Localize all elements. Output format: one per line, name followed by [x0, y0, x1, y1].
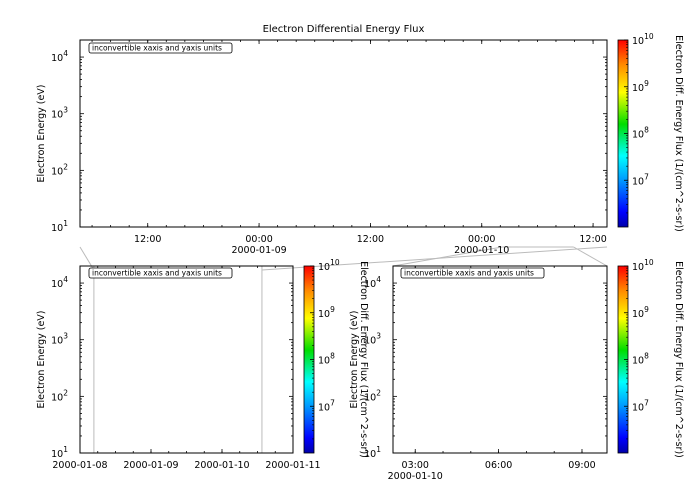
x-tick-label: 06:00 [485, 460, 512, 471]
y-tick-label: 104 [51, 49, 68, 64]
panel-bottom-left: 101 102 103 104 Electron Energy (eV) 2000-01-… [36, 258, 369, 471]
colorbar-tick-label: 107 [632, 398, 649, 413]
y-tick-label: 104 [51, 275, 68, 290]
y-tick-label: 103 [51, 332, 68, 347]
x-tick-date-label: 2000-01-09 [231, 245, 286, 256]
x-tick-label: 2000-01-11 [265, 460, 320, 471]
colorbar [618, 40, 628, 227]
colorbar-label: Electron Diff. Energy Flux (1/(cm^2-s-sr… [358, 261, 369, 458]
colorbar-tick-label: 109 [318, 305, 335, 320]
y-axis-label: Electron Energy (eV) [36, 310, 47, 408]
panel-bottom-right: 101 102 103 104 Electron Energy (eV) 03:00200… [349, 258, 684, 482]
colorbar-tick-label: 1010 [632, 32, 654, 47]
colorbar-tick-label: 1010 [318, 258, 340, 273]
chart-title: Electron Differential Energy Flux [263, 24, 425, 35]
x-tick-label: 2000-01-09 [123, 460, 178, 471]
colorbar-tick-label: 108 [632, 126, 649, 141]
annotation-text: inconvertible xaxis and yaxis units [92, 269, 222, 278]
x-tick-date-label: 2000-01-10 [388, 471, 443, 482]
x-tick-date-label: 2000-01-10 [454, 245, 509, 256]
y-tick-label: 102 [364, 388, 381, 403]
x-tick-label: 12:00 [579, 234, 606, 245]
annotation-box [88, 42, 233, 54]
y-tick-label: 104 [364, 275, 381, 290]
colorbar-tick-label: 109 [632, 79, 649, 94]
colorbar-label: Electron Diff. Energy Flux (1/(cm^2-s-sr… [673, 261, 684, 458]
colorbar-tick-label: 107 [632, 172, 649, 187]
colorbar [618, 266, 628, 453]
x-tick-label: 03:00 [402, 460, 429, 471]
zoom-connector-line [79, 246, 95, 271]
zoom-connector-line [573, 246, 608, 267]
zoom-connector-lines [79, 246, 608, 453]
colorbar-tick-label: 108 [632, 352, 649, 367]
colorbar [304, 266, 314, 453]
zoom-connector-line [392, 246, 503, 267]
x-tick-label: 09:00 [568, 460, 595, 471]
annotation-text: inconvertible xaxis and yaxis units [92, 44, 222, 53]
panel-top: 101 102 103 104 Electron Energy (eV) 12:00 00:… [36, 24, 684, 256]
y-axis-label: Electron Energy (eV) [36, 84, 47, 182]
y-tick-label: 102 [51, 388, 68, 403]
y-tick-label: 102 [51, 162, 68, 177]
y-tick-label: 101 [51, 445, 68, 460]
annotation-text: inconvertible xaxis and yaxis units [404, 269, 534, 278]
y-axis-label: Electron Energy (eV) [349, 310, 360, 408]
annotation-box [88, 267, 233, 279]
x-tick-label: 12:00 [134, 234, 161, 245]
x-tick-label: 00:00 [468, 234, 495, 245]
plot-area-frame [392, 265, 608, 454]
plot-area-frame [79, 39, 608, 228]
x-tick-label: 2000-01-10 [194, 460, 249, 471]
colorbar-tick-label: 107 [318, 398, 335, 413]
colorbar-tick-label: 108 [318, 352, 335, 367]
y-tick-label: 101 [51, 219, 68, 234]
colorbar-tick-label: 109 [632, 305, 649, 320]
x-tick-label: 00:00 [245, 234, 272, 245]
y-tick-label: 101 [364, 445, 381, 460]
y-tick-label: 103 [364, 332, 381, 347]
plot-area-frame [79, 265, 294, 454]
x-tick-label: 2000-01-08 [52, 460, 107, 471]
annotation-box [400, 267, 545, 279]
colorbar-tick-label: 1010 [632, 258, 654, 273]
y-tick-label: 103 [51, 106, 68, 121]
colorbar-label: Electron Diff. Energy Flux (1/(cm^2-s-sr… [673, 35, 684, 232]
x-tick-label: 12:00 [357, 234, 384, 245]
